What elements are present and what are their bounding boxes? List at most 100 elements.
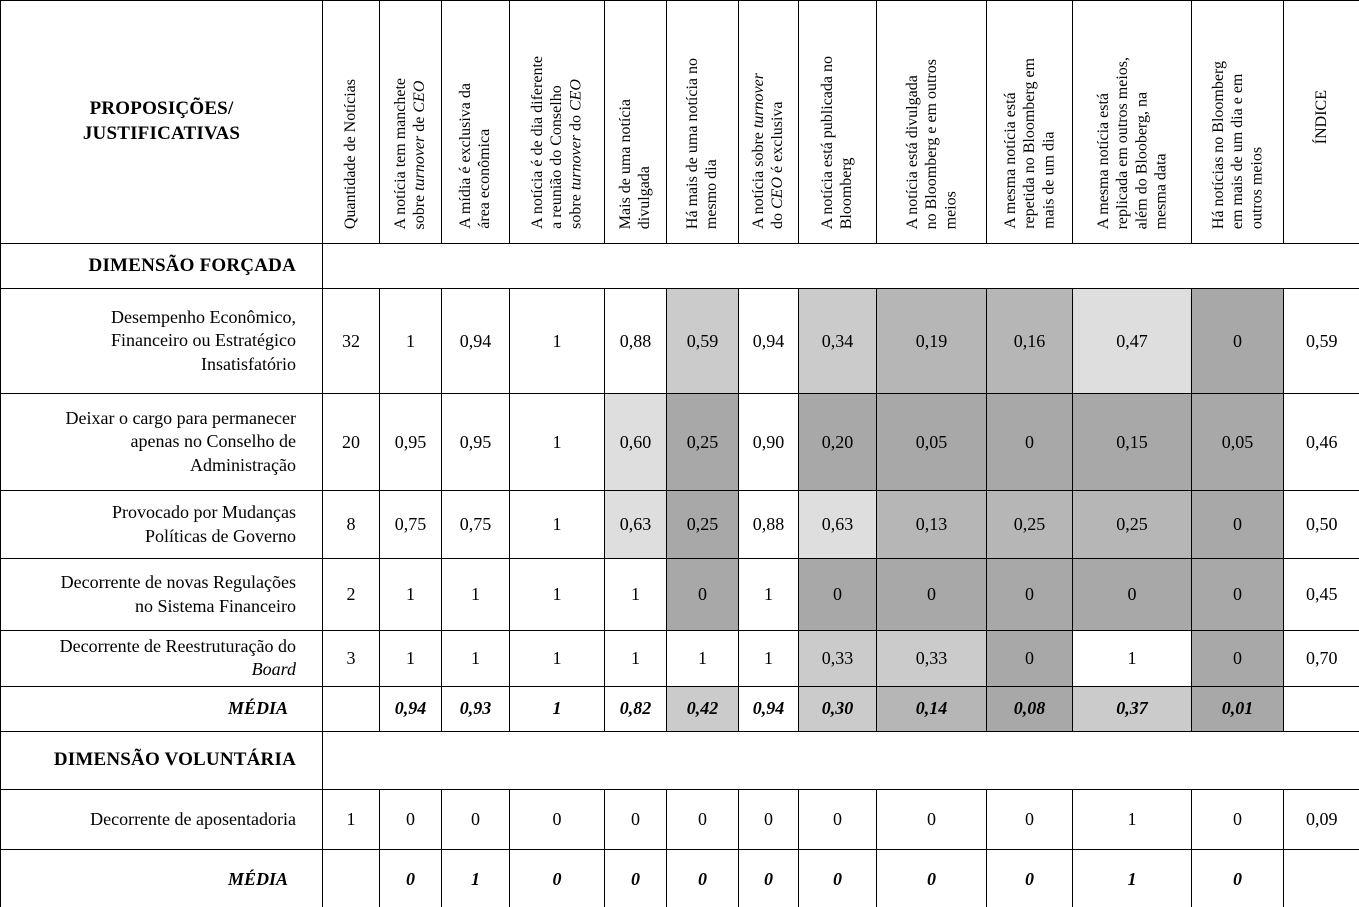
value-cell-dia-diferente-reuniao-conselho: 1	[509, 393, 605, 491]
column-header-text: Há notícias no Bloomberg em mais de um di…	[1209, 60, 1266, 229]
value-cell-noticias-mais-de-um-dia-outros-meios: 0	[1191, 288, 1284, 394]
value-cell-publicada-no-bloomberg: 0,34	[798, 288, 877, 394]
column-header-text: Quantidade de Notícias	[342, 78, 360, 229]
section-empty-area	[322, 243, 1359, 289]
table-row: Decorrente de novas Regulações no Sistema…	[0, 558, 1359, 631]
table-row: Desempenho Econômico, Financeiro ou Estra…	[0, 288, 1359, 394]
value-cell-replicada-outros-meios-mesma-data: 0,37	[1072, 685, 1192, 732]
value-cell-mais-de-uma-noticia-divulgada: 0	[604, 788, 667, 850]
value-cell-publicada-no-bloomberg: 0	[798, 558, 877, 631]
column-header-divulgada-bloomberg-outros-meios: A notícia está divulgada no Bloomberg e e…	[876, 0, 987, 244]
value-cell-repetida-bloomberg-mais-de-um-dia: 0,08	[986, 685, 1073, 732]
column-header-text: Há mais de uma notícia no mesmo dia	[684, 57, 721, 229]
value-cell-mais-de-uma-noticia-divulgada: 0,60	[604, 393, 667, 491]
value-cell-replicada-outros-meios-mesma-data: 1	[1072, 848, 1192, 907]
value-cell-divulgada-bloomberg-outros-meios: 0	[876, 788, 987, 850]
column-header-text: A notícia sobre turnover do CEO é exclusi…	[750, 73, 787, 229]
value-cell-replicada-outros-meios-mesma-data: 1	[1072, 788, 1192, 850]
value-cell-midia-exclusiva-economica: 1	[441, 848, 510, 907]
row-label: Deixar o cargo para permanecer apenas no …	[0, 393, 323, 491]
value-cell-publicada-no-bloomberg: 0,63	[798, 490, 877, 559]
value-cell-quantidade-de-noticias: 20	[322, 393, 380, 491]
value-cell-noticias-mais-de-um-dia-outros-meios: 0	[1191, 788, 1284, 850]
value-cell-midia-exclusiva-economica: 0,93	[441, 685, 510, 732]
column-header-manchete-turnover-ceo: A notícia tem manchete sobre turnover de …	[379, 0, 442, 244]
value-cell-dia-diferente-reuniao-conselho: 1	[509, 490, 605, 559]
value-cell-noticias-mais-de-um-dia-outros-meios: 0	[1191, 490, 1284, 559]
value-cell-replicada-outros-meios-mesma-data: 0,25	[1072, 490, 1192, 559]
column-header-noticia-turnover-exclusiva: A notícia sobre turnover do CEO é exclusi…	[738, 0, 799, 244]
value-cell-indice	[1283, 848, 1359, 907]
column-header-text: A notícia está divulgada no Bloomberg e e…	[903, 58, 960, 229]
value-cell-mais-de-uma-noticia-mesmo-dia: 0	[666, 558, 739, 631]
value-cell-noticia-turnover-exclusiva: 0,90	[738, 393, 799, 491]
value-cell-repetida-bloomberg-mais-de-um-dia: 0,25	[986, 490, 1073, 559]
value-cell-indice: 0,45	[1283, 558, 1359, 631]
value-cell-noticias-mais-de-um-dia-outros-meios: 0	[1191, 630, 1284, 687]
column-header-repetida-bloomberg-mais-de-um-dia: A mesma notícia está repetida no Bloomber…	[986, 0, 1073, 244]
value-cell-quantidade-de-noticias: 3	[322, 630, 380, 687]
value-cell-manchete-turnover-ceo: 1	[379, 630, 442, 687]
value-cell-mais-de-uma-noticia-divulgada: 0,63	[604, 490, 667, 559]
value-cell-divulgada-bloomberg-outros-meios: 0,05	[876, 393, 987, 491]
value-cell-mais-de-uma-noticia-mesmo-dia: 0	[666, 788, 739, 850]
value-cell-divulgada-bloomberg-outros-meios: 0,14	[876, 685, 987, 732]
value-cell-dia-diferente-reuniao-conselho: 0	[509, 788, 605, 850]
section-row: DIMENSÃO VOLUNTÁRIA	[0, 730, 1359, 790]
value-cell-noticia-turnover-exclusiva: 0	[738, 848, 799, 907]
row-label: Desempenho Econômico, Financeiro ou Estra…	[0, 288, 323, 394]
value-cell-noticia-turnover-exclusiva: 1	[738, 558, 799, 631]
section-row: DIMENSÃO FORÇADA	[0, 243, 1359, 289]
column-header-text: A mídia é exclusiva da área econômica	[457, 83, 494, 229]
value-cell-mais-de-uma-noticia-mesmo-dia: 0,59	[666, 288, 739, 394]
value-cell-mais-de-uma-noticia-mesmo-dia: 0,25	[666, 490, 739, 559]
value-cell-quantidade-de-noticias: 8	[322, 490, 380, 559]
value-cell-noticias-mais-de-um-dia-outros-meios: 0	[1191, 558, 1284, 631]
value-cell-mais-de-uma-noticia-mesmo-dia: 1	[666, 630, 739, 687]
value-cell-repetida-bloomberg-mais-de-um-dia: 0	[986, 393, 1073, 491]
column-header-text: A notícia tem manchete sobre turnover de …	[392, 77, 429, 230]
value-cell-mais-de-uma-noticia-divulgada: 0,82	[604, 685, 667, 732]
column-header-noticias-mais-de-um-dia-outros-meios: Há notícias no Bloomberg em mais de um di…	[1191, 0, 1284, 244]
value-cell-manchete-turnover-ceo: 0,95	[379, 393, 442, 491]
row-label: MÉDIA	[0, 848, 323, 907]
value-cell-mais-de-uma-noticia-mesmo-dia: 0,42	[666, 685, 739, 732]
column-header-text: A mesma notícia está repetida no Bloomber…	[1001, 58, 1058, 229]
table-row: Deixar o cargo para permanecer apenas no …	[0, 393, 1359, 491]
value-cell-manchete-turnover-ceo: 0,75	[379, 490, 442, 559]
column-header-dia-diferente-reuniao-conselho: A notícia é de dia diferente a reunião do…	[509, 0, 605, 244]
value-cell-dia-diferente-reuniao-conselho: 1	[509, 288, 605, 394]
value-cell-replicada-outros-meios-mesma-data: 1	[1072, 630, 1192, 687]
value-cell-divulgada-bloomberg-outros-meios: 0,33	[876, 630, 987, 687]
value-cell-dia-diferente-reuniao-conselho: 1	[509, 685, 605, 732]
row-label: Decorrente de aposentadoria	[0, 788, 323, 850]
row-label: MÉDIA	[0, 685, 323, 732]
value-cell-midia-exclusiva-economica: 0	[441, 788, 510, 850]
value-cell-mais-de-uma-noticia-divulgada: 0	[604, 848, 667, 907]
column-header-text: A notícia é de dia diferente a reunião do…	[529, 56, 585, 229]
table-row: Decorrente de aposentadoria 1 0 0 0 0 0 0 0 0 0 1 0 0…	[0, 788, 1359, 850]
row-label: Provocado por Mudanças Políticas de Gover…	[0, 490, 323, 559]
column-header-text: Mais de uma notícia divulgada	[617, 98, 654, 229]
column-header-mais-de-uma-noticia-divulgada: Mais de uma notícia divulgada	[604, 0, 667, 244]
value-cell-manchete-turnover-ceo: 1	[379, 288, 442, 394]
media-row: MÉDIA 0 1 0 0 0 0 0 0 0 1 0	[0, 848, 1359, 907]
value-cell-replicada-outros-meios-mesma-data: 0,15	[1072, 393, 1192, 491]
value-cell-dia-diferente-reuniao-conselho: 1	[509, 558, 605, 631]
value-cell-publicada-no-bloomberg: 0,33	[798, 630, 877, 687]
table-corner-header: PROPOSIÇÕES/ JUSTIFICATIVAS	[0, 0, 323, 244]
value-cell-divulgada-bloomberg-outros-meios: 0	[876, 558, 987, 631]
value-cell-dia-diferente-reuniao-conselho: 0	[509, 848, 605, 907]
column-header-quantidade-de-noticias: Quantidade de Notícias	[322, 0, 380, 244]
value-cell-mais-de-uma-noticia-mesmo-dia: 0	[666, 848, 739, 907]
value-cell-replicada-outros-meios-mesma-data: 0,47	[1072, 288, 1192, 394]
row-label: Decorrente de novas Regulações no Sistema…	[0, 558, 323, 631]
value-cell-indice: 0,50	[1283, 490, 1359, 559]
value-cell-divulgada-bloomberg-outros-meios: 0	[876, 848, 987, 907]
value-cell-quantidade-de-noticias: 2	[322, 558, 380, 631]
value-cell-publicada-no-bloomberg: 0,30	[798, 685, 877, 732]
value-cell-indice: 0,46	[1283, 393, 1359, 491]
section-label: DIMENSÃO VOLUNTÁRIA	[0, 730, 323, 790]
value-cell-dia-diferente-reuniao-conselho: 1	[509, 630, 605, 687]
